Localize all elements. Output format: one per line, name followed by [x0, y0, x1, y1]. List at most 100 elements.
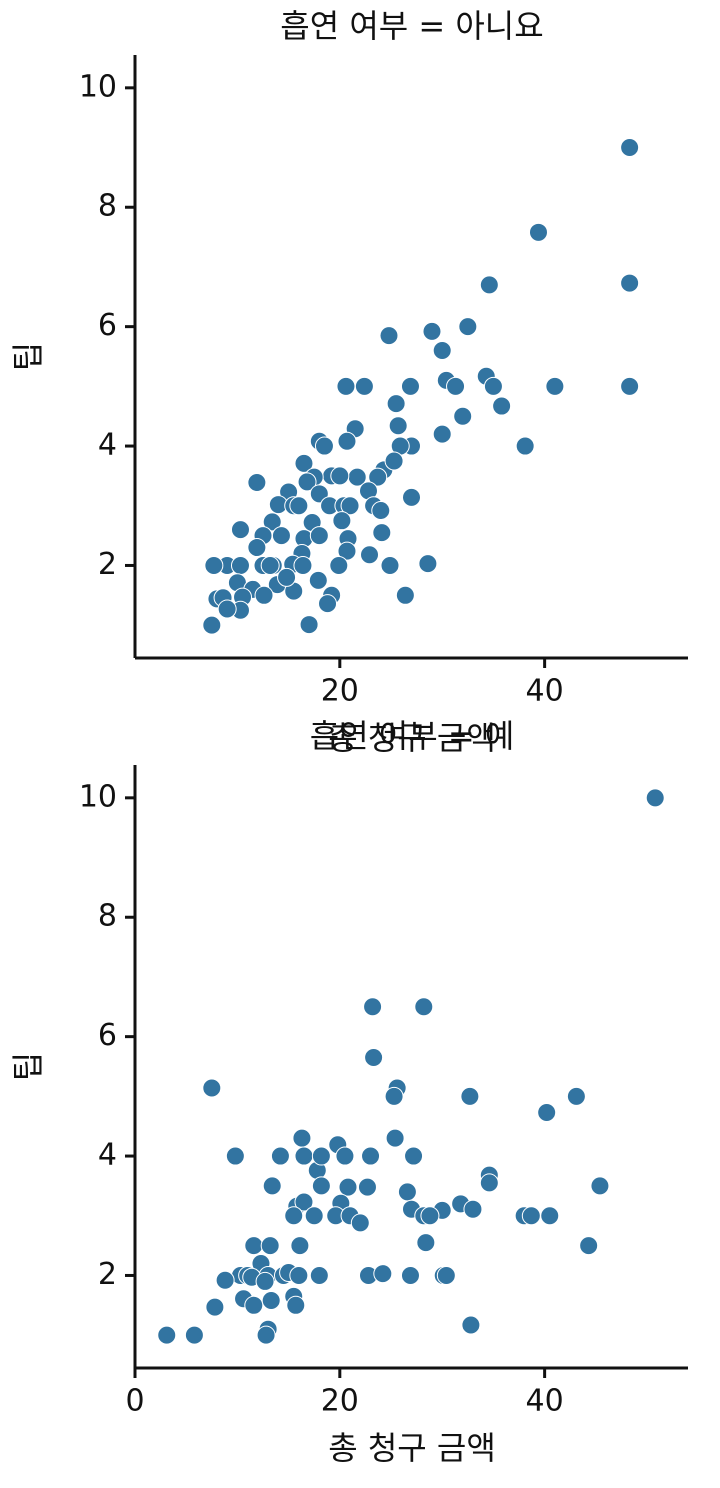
- point: [297, 472, 317, 492]
- point: [260, 1236, 280, 1256]
- point: [247, 538, 267, 558]
- point: [292, 1128, 312, 1148]
- point: [400, 376, 420, 396]
- point: [217, 599, 237, 619]
- point: [620, 273, 640, 293]
- x-axis-label: 총 청구 금액: [328, 719, 496, 757]
- point: [422, 321, 442, 341]
- point: [379, 326, 399, 346]
- point: [372, 523, 392, 543]
- point: [230, 555, 250, 575]
- point: [515, 436, 535, 456]
- y-tick-label: 4: [98, 428, 117, 463]
- point: [540, 1206, 560, 1226]
- y-tick-label: 10: [79, 779, 117, 814]
- point: [244, 1295, 264, 1315]
- point: [255, 1271, 275, 1291]
- point: [293, 555, 313, 575]
- point: [371, 501, 391, 521]
- point: [432, 341, 452, 361]
- point: [289, 1265, 309, 1285]
- point: [290, 1236, 310, 1256]
- y-tick-label: 4: [98, 1138, 117, 1173]
- point: [304, 1206, 324, 1226]
- point: [157, 1325, 177, 1345]
- point: [262, 512, 282, 532]
- point: [329, 555, 349, 575]
- point: [566, 1086, 586, 1106]
- point: [590, 1176, 610, 1196]
- y-axis-label: 팁: [9, 1052, 47, 1081]
- point: [335, 1146, 355, 1166]
- point: [340, 496, 360, 516]
- y-axis-label: 팁: [9, 342, 47, 371]
- point: [397, 1182, 417, 1202]
- point: [308, 570, 328, 590]
- point: [416, 1233, 436, 1253]
- point: [357, 1177, 377, 1197]
- point: [332, 511, 352, 531]
- point: [363, 997, 383, 1017]
- point: [395, 585, 415, 605]
- point: [418, 554, 438, 574]
- point: [645, 788, 665, 808]
- y-tick-label: 6: [98, 308, 117, 343]
- x-tick-label: 40: [526, 1384, 564, 1419]
- y-tick-label: 2: [98, 547, 117, 582]
- point: [388, 416, 408, 436]
- x-axis-label: 총 청구 금액: [328, 1429, 496, 1467]
- point: [314, 436, 334, 456]
- point: [483, 376, 503, 396]
- point: [284, 1206, 304, 1226]
- point: [620, 376, 640, 396]
- point: [402, 487, 421, 507]
- point: [337, 431, 357, 451]
- point: [360, 545, 380, 565]
- point: [215, 1270, 235, 1290]
- point: [385, 1128, 405, 1148]
- point: [247, 472, 267, 492]
- point: [384, 451, 404, 471]
- point: [354, 376, 374, 396]
- point: [420, 1206, 440, 1226]
- point: [294, 1146, 314, 1166]
- point: [337, 541, 357, 561]
- point: [453, 406, 473, 426]
- point: [368, 467, 388, 487]
- x-tick-label: 20: [321, 674, 359, 709]
- point: [458, 317, 478, 337]
- point: [270, 1146, 290, 1166]
- point: [338, 1177, 358, 1197]
- point: [492, 396, 512, 416]
- point: [350, 1213, 370, 1233]
- panel-title: 흡연 여부 = 아니요: [280, 7, 543, 45]
- point: [528, 222, 548, 242]
- point: [254, 585, 274, 605]
- point: [205, 1297, 225, 1317]
- point: [318, 594, 338, 614]
- point: [361, 1146, 381, 1166]
- point: [262, 1176, 282, 1196]
- point: [384, 1086, 404, 1106]
- point: [230, 520, 250, 540]
- point: [244, 1236, 264, 1256]
- point: [294, 1192, 314, 1212]
- point: [404, 1146, 424, 1166]
- x-tick-label: 40: [526, 674, 564, 709]
- point: [309, 526, 329, 546]
- y-tick-label: 8: [98, 899, 117, 934]
- y-tick-label: 2: [98, 1257, 117, 1292]
- point: [579, 1236, 599, 1256]
- y-tick-label: 8: [98, 189, 117, 224]
- point: [446, 376, 466, 396]
- point: [479, 275, 499, 295]
- point: [309, 1265, 329, 1285]
- point: [436, 1265, 456, 1285]
- point: [521, 1206, 541, 1226]
- point: [260, 555, 280, 575]
- point: [202, 1078, 222, 1098]
- point: [204, 555, 224, 575]
- point: [373, 1264, 393, 1284]
- point: [479, 1173, 499, 1193]
